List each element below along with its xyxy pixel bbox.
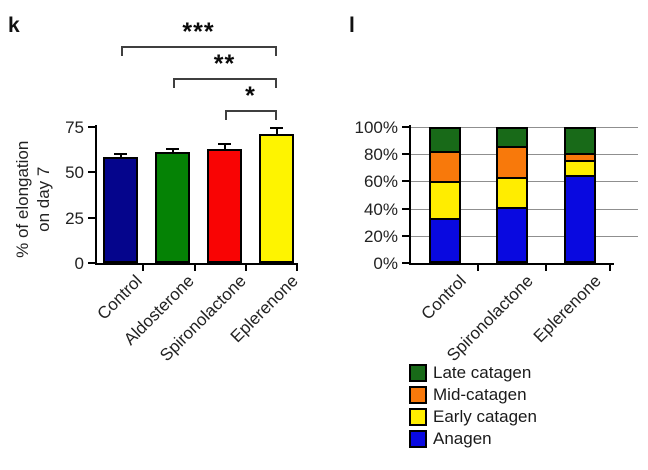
k-y-tick bbox=[88, 216, 95, 219]
segment-anagen bbox=[428, 218, 461, 263]
segment-mid-catagen bbox=[496, 146, 528, 180]
k-y-tick-label: 75 bbox=[65, 118, 84, 137]
k-y-tick bbox=[88, 171, 95, 174]
k-y-tick-label: 50 bbox=[65, 163, 84, 183]
l-y-tick bbox=[402, 126, 409, 128]
significance-stars: * bbox=[245, 82, 256, 110]
segment-late-catagen bbox=[564, 127, 596, 155]
panel-k-label: k bbox=[8, 14, 20, 37]
l-x-tick bbox=[545, 265, 547, 271]
k-x-tick bbox=[193, 265, 196, 271]
legend-item-late-catagen: Late catagen bbox=[409, 364, 579, 384]
segment-anagen bbox=[564, 174, 596, 263]
legend-label: Late catagen bbox=[433, 363, 532, 382]
l-y-tick-label: 40% bbox=[363, 199, 398, 219]
segment-early-catagen bbox=[496, 177, 528, 210]
segment-anagen bbox=[496, 207, 528, 263]
legend-swatch bbox=[409, 364, 427, 382]
segment-late-catagen bbox=[428, 127, 461, 154]
l-y-tick-label: 0% bbox=[373, 254, 398, 273]
segment-early-catagen bbox=[428, 181, 461, 221]
l-x-axis bbox=[409, 263, 614, 265]
segment-late-catagen bbox=[496, 127, 528, 149]
bar-control bbox=[103, 156, 138, 263]
l-x-tick bbox=[477, 265, 479, 271]
l-y-tick-label: 20% bbox=[363, 226, 398, 246]
elongation-bar-chart: % of elongation on day 7 0 25 50 75 Control Ald… bbox=[13, 18, 301, 365]
k-x-tick bbox=[245, 265, 247, 271]
k-x-axis bbox=[95, 263, 298, 265]
error-bar-cap bbox=[166, 147, 179, 150]
k-y-tick-label: 0 bbox=[74, 254, 84, 273]
k-y-axis bbox=[95, 125, 97, 265]
l-y-tick-label: 100% bbox=[354, 118, 398, 137]
l-y-tick-label: 60% bbox=[363, 172, 398, 192]
k-x-tick bbox=[142, 265, 144, 271]
l-y-axis bbox=[409, 125, 411, 265]
legend-swatch bbox=[409, 386, 427, 404]
significance-bracket bbox=[224, 110, 277, 120]
l-x-tick bbox=[609, 265, 611, 271]
l-y-tick bbox=[402, 180, 409, 183]
significance-stars: ** bbox=[213, 50, 236, 78]
significance-bracket bbox=[120, 46, 277, 56]
error-bar bbox=[275, 127, 278, 139]
bar-eplerenone bbox=[259, 134, 294, 263]
error-bar-cap bbox=[270, 126, 283, 129]
l-y-tick-label: 80% bbox=[363, 145, 398, 165]
legend-item-anagen: Anagen bbox=[409, 430, 579, 450]
k-y-tick bbox=[88, 126, 95, 128]
legend-label: Mid-catagen bbox=[433, 385, 527, 404]
bar-aldosterone bbox=[155, 152, 190, 263]
error-bar-cap bbox=[114, 153, 127, 156]
segment-early-catagen bbox=[564, 159, 596, 177]
segment-mid-catagen bbox=[428, 151, 461, 184]
significance-stars: *** bbox=[182, 18, 215, 46]
legend-item-early-catagen: Early catagen bbox=[409, 408, 579, 428]
error-bar-cap bbox=[218, 143, 231, 146]
legend-item-mid-catagen: Mid-catagen bbox=[409, 386, 579, 406]
bar-spironolactone bbox=[207, 148, 242, 263]
l-y-tick bbox=[402, 153, 409, 156]
l-y-tick bbox=[402, 262, 409, 264]
panel-l-label: l bbox=[349, 14, 355, 37]
error-bar bbox=[223, 144, 226, 153]
k-x-tick bbox=[296, 265, 298, 271]
l-y-tick bbox=[402, 234, 409, 237]
legend-swatch bbox=[409, 408, 427, 426]
l-y-tick bbox=[402, 207, 409, 210]
k-y-tick bbox=[88, 262, 95, 264]
legend-swatch bbox=[409, 430, 427, 448]
k-y-tick-label: 25 bbox=[65, 208, 84, 228]
legend-label: Anagen bbox=[433, 429, 492, 448]
legend-label: Early catagen bbox=[433, 407, 537, 426]
significance-bracket bbox=[172, 78, 277, 88]
